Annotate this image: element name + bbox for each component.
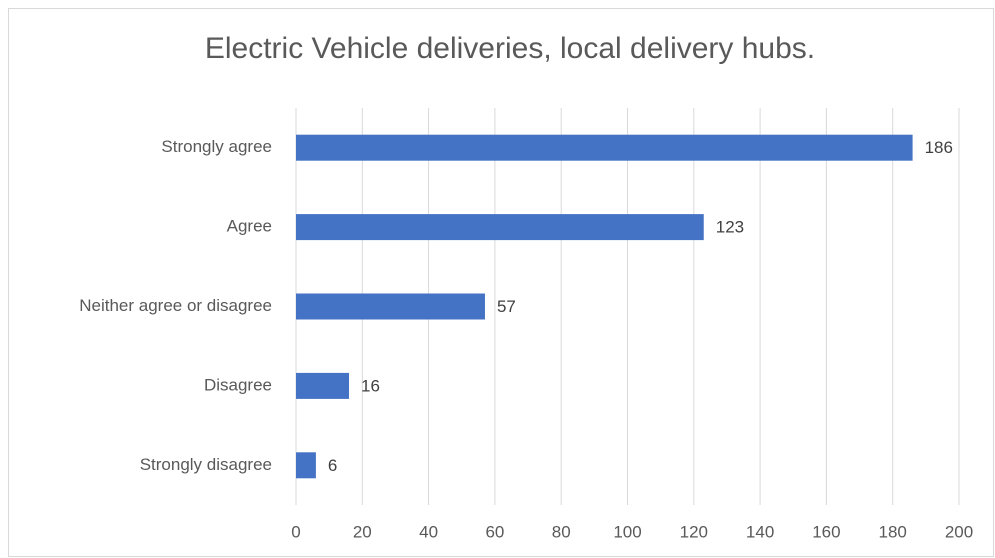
x-tick-label: 120 xyxy=(680,522,708,541)
chart-title: Electric Vehicle deliveries, local deliv… xyxy=(205,32,815,65)
data-label: 6 xyxy=(328,456,337,475)
bar xyxy=(296,214,704,241)
x-tick-label: 200 xyxy=(945,522,973,541)
y-tick-label: Disagree xyxy=(204,375,272,394)
x-tick-label: 100 xyxy=(613,522,641,541)
bar xyxy=(296,452,316,479)
x-tick-label: 60 xyxy=(485,522,504,541)
x-tick-label: 20 xyxy=(353,522,372,541)
y-tick-label: Neither agree or disagree xyxy=(79,296,272,315)
x-tick-label: 160 xyxy=(812,522,840,541)
y-tick-label: Agree xyxy=(227,217,272,236)
y-tick-label: Strongly agree xyxy=(161,137,272,156)
data-label: 123 xyxy=(716,218,744,237)
chart-border xyxy=(8,8,994,557)
x-tick-label: 0 xyxy=(291,522,300,541)
bar xyxy=(296,134,913,161)
x-tick-label: 140 xyxy=(746,522,774,541)
x-tick-label: 180 xyxy=(879,522,907,541)
data-label: 57 xyxy=(497,297,516,316)
x-tick-label: 80 xyxy=(552,522,571,541)
x-tick-label: 40 xyxy=(419,522,438,541)
data-label: 186 xyxy=(925,138,953,157)
data-label: 16 xyxy=(361,376,380,395)
bar xyxy=(296,293,485,320)
y-tick-label: Strongly disagree xyxy=(140,455,272,474)
bar xyxy=(296,372,350,399)
